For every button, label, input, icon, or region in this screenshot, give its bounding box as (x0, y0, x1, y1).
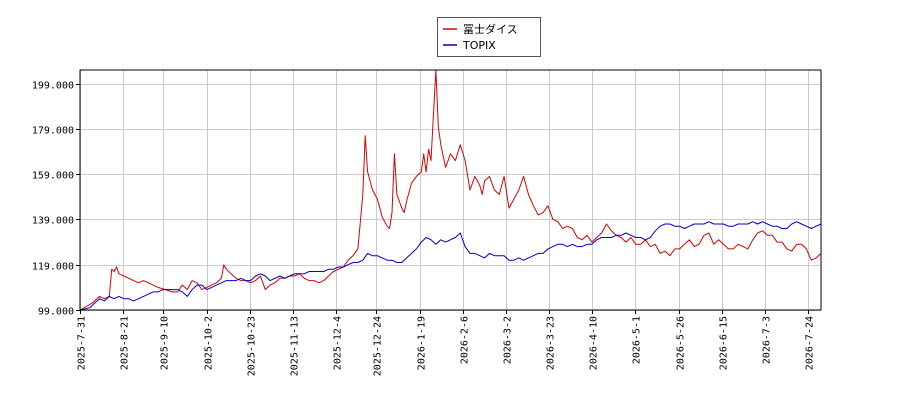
y-tick-label: 99.000 (38, 307, 74, 318)
y-tick-label: 179.000 (32, 126, 74, 137)
x-tick-label: 2025-10-2 (204, 316, 215, 370)
x-tick-label: 2025-12-24 (373, 316, 384, 376)
y-tick-label: 139.000 (32, 216, 74, 227)
x-tick-label: 2025-10-23 (247, 316, 258, 376)
x-tick-label: 2025-9-10 (160, 316, 171, 370)
x-tick-label: 2026-6-15 (719, 316, 730, 370)
x-tick-label: 2026-7-24 (805, 316, 816, 370)
grid-lines (80, 70, 821, 311)
y-axis: 99.000 119.000 139.000 159.000 179.000 199.00… (32, 81, 80, 318)
x-tick-label: 2026-7-3 (762, 316, 773, 364)
legend-label: TOPIX (462, 39, 496, 52)
x-tick-label: 2025-12-4 (333, 316, 344, 370)
x-tick-label: 2025-8-21 (120, 316, 131, 370)
x-axis: 2025-7-31 2025-8-21 2025-9-10 2025-10-2 2025… (77, 310, 816, 376)
series-line-topix (79, 221, 822, 311)
x-tick-label: 2026-5-26 (676, 316, 687, 370)
x-tick-label: 2026-3-23 (546, 316, 557, 370)
x-tick-label: 2025-7-31 (77, 316, 88, 370)
x-tick-label: 2026-1-19 (417, 316, 428, 370)
legend-label: 冨士ダイス (463, 22, 518, 36)
x-tick-label: 2026-2-6 (460, 316, 471, 364)
legend: 冨士ダイス TOPIX (437, 17, 541, 57)
x-tick-label: 2026-5-1 (632, 316, 643, 364)
series-layer (79, 69, 822, 311)
x-tick-label: 2026-3-2 (503, 316, 514, 364)
x-tick-label: 2026-4-10 (589, 316, 600, 370)
y-tick-label: 119.000 (32, 262, 74, 273)
plot-frame (79, 69, 822, 311)
y-tick-label: 159.000 (32, 171, 74, 182)
x-tick-label: 2025-11-13 (290, 316, 301, 376)
series-line-fuji-dice (79, 69, 822, 311)
legend-box (437, 17, 541, 57)
y-tick-label: 199.000 (32, 81, 74, 92)
